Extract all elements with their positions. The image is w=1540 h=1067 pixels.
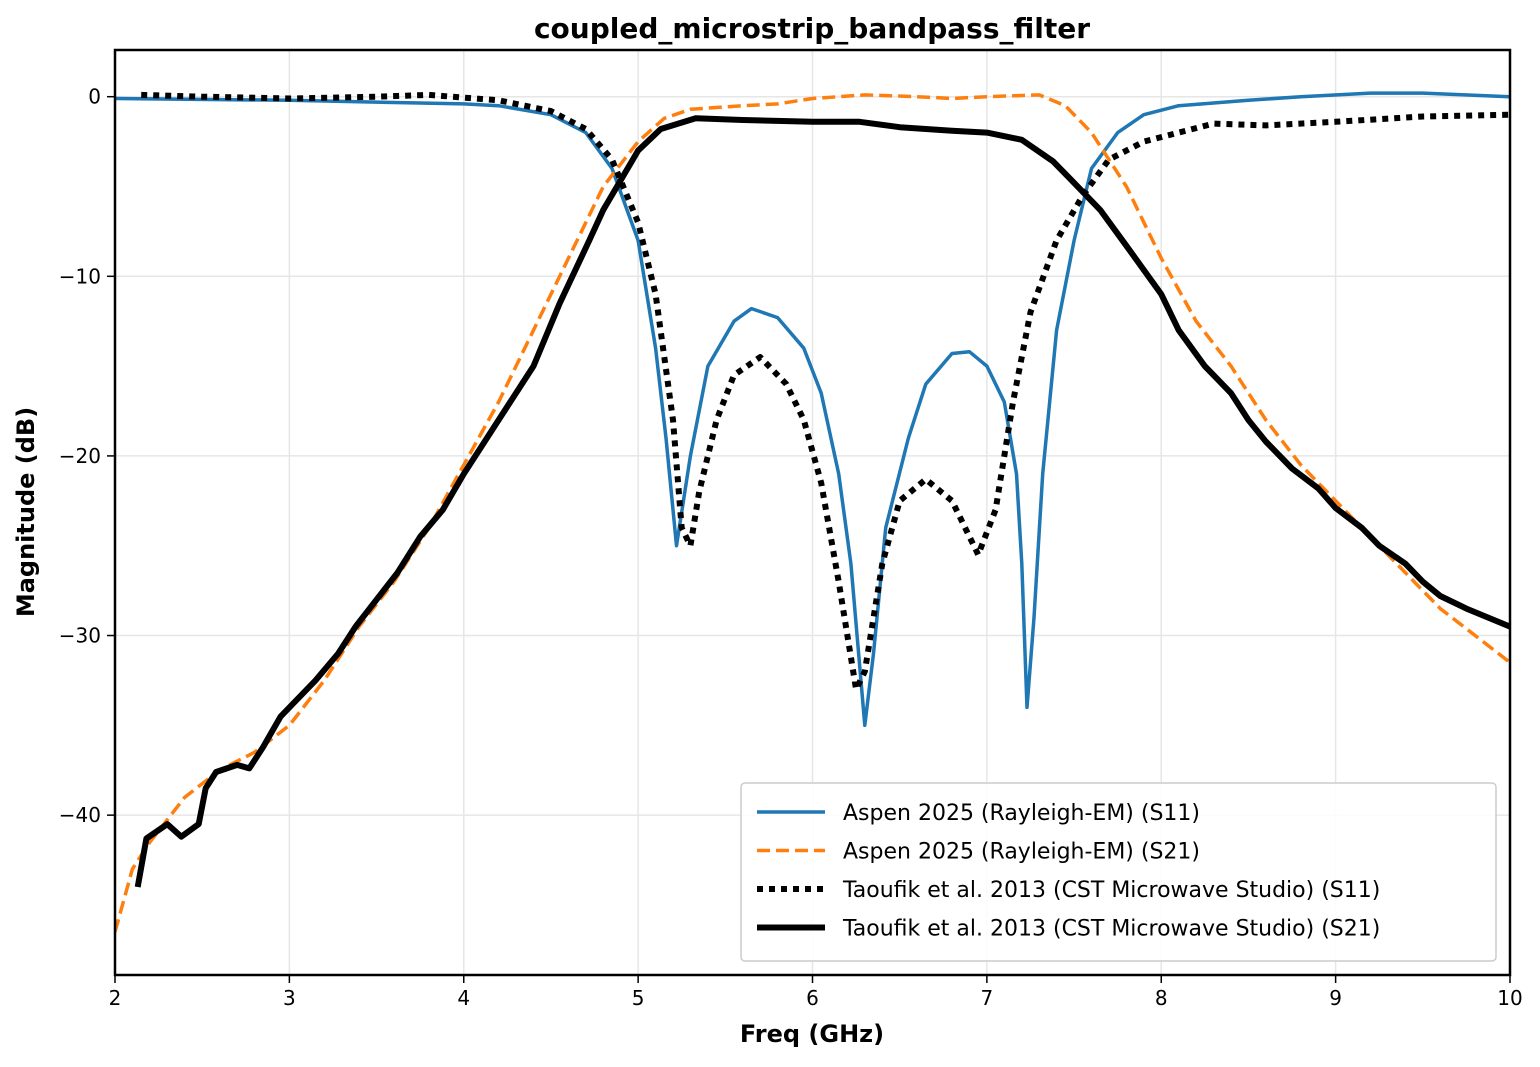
x-tick-label: 3 xyxy=(283,986,296,1010)
series-line-3 xyxy=(134,115,1510,888)
x-tick-label: 5 xyxy=(632,986,645,1010)
legend: Aspen 2025 (Rayleigh-EM) (S11) Aspen 2025… xyxy=(740,782,1497,962)
y-tick-label: −10 xyxy=(59,264,101,288)
legend-label-2: Taoufik et al. 2013 (CST Microwave Studi… xyxy=(842,878,1380,903)
series-lines xyxy=(115,91,1510,933)
legend-label-1: Aspen 2025 (Rayleigh-EM) (S21) xyxy=(843,840,1200,865)
x-tick-label: 10 xyxy=(1497,986,1522,1010)
y-tick-label: 0 xyxy=(88,85,101,109)
x-tick-label: 4 xyxy=(457,986,470,1010)
legend-label-3: Taoufik et al. 2013 (CST Microwave Studi… xyxy=(842,917,1380,942)
y-tick-label: −40 xyxy=(59,803,101,827)
legend-box xyxy=(740,782,1497,962)
series-line-0 xyxy=(115,91,1510,728)
y-axis-label: Magnitude (dB) xyxy=(12,407,40,617)
x-tick-label: 6 xyxy=(806,986,819,1010)
series-line-1 xyxy=(115,93,1510,933)
x-tick-label: 7 xyxy=(981,986,994,1010)
series-line-2 xyxy=(141,91,1510,693)
x-tick-label: 8 xyxy=(1155,986,1168,1010)
y-tick-label: −20 xyxy=(59,444,101,468)
x-tick-label: 2 xyxy=(109,986,122,1010)
y-tick-label: −30 xyxy=(59,624,101,648)
chart-title: coupled_microstrip_bandpass_filter xyxy=(534,12,1090,45)
legend-label-0: Aspen 2025 (Rayleigh-EM) (S11) xyxy=(843,801,1200,826)
axis-ticks: 2 3 4 5 6 7 8 9 10 0 −10 −20 −30 −40 xyxy=(59,85,1523,1010)
x-tick-label: 9 xyxy=(1329,986,1342,1010)
x-axis-label: Freq (GHz) xyxy=(740,1020,884,1048)
